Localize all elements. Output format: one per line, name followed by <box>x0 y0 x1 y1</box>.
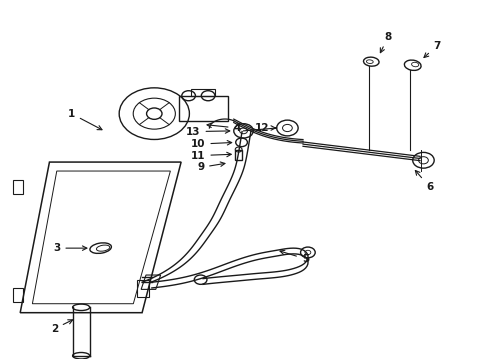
Text: 12: 12 <box>254 123 275 133</box>
Text: 8: 8 <box>380 32 391 53</box>
Bar <box>179 96 227 121</box>
Bar <box>191 89 215 96</box>
Bar <box>13 288 22 302</box>
Text: 5: 5 <box>280 250 308 264</box>
Text: 3: 3 <box>53 243 87 253</box>
Text: 4: 4 <box>206 123 241 133</box>
Text: 7: 7 <box>423 41 440 58</box>
Text: 10: 10 <box>190 139 231 149</box>
Text: 13: 13 <box>185 127 229 136</box>
Text: 9: 9 <box>197 162 224 172</box>
Text: 11: 11 <box>190 150 231 161</box>
Bar <box>235 150 242 160</box>
Bar <box>13 180 22 194</box>
Text: 6: 6 <box>414 171 432 192</box>
Text: 1: 1 <box>68 109 102 130</box>
Text: 2: 2 <box>51 320 73 334</box>
